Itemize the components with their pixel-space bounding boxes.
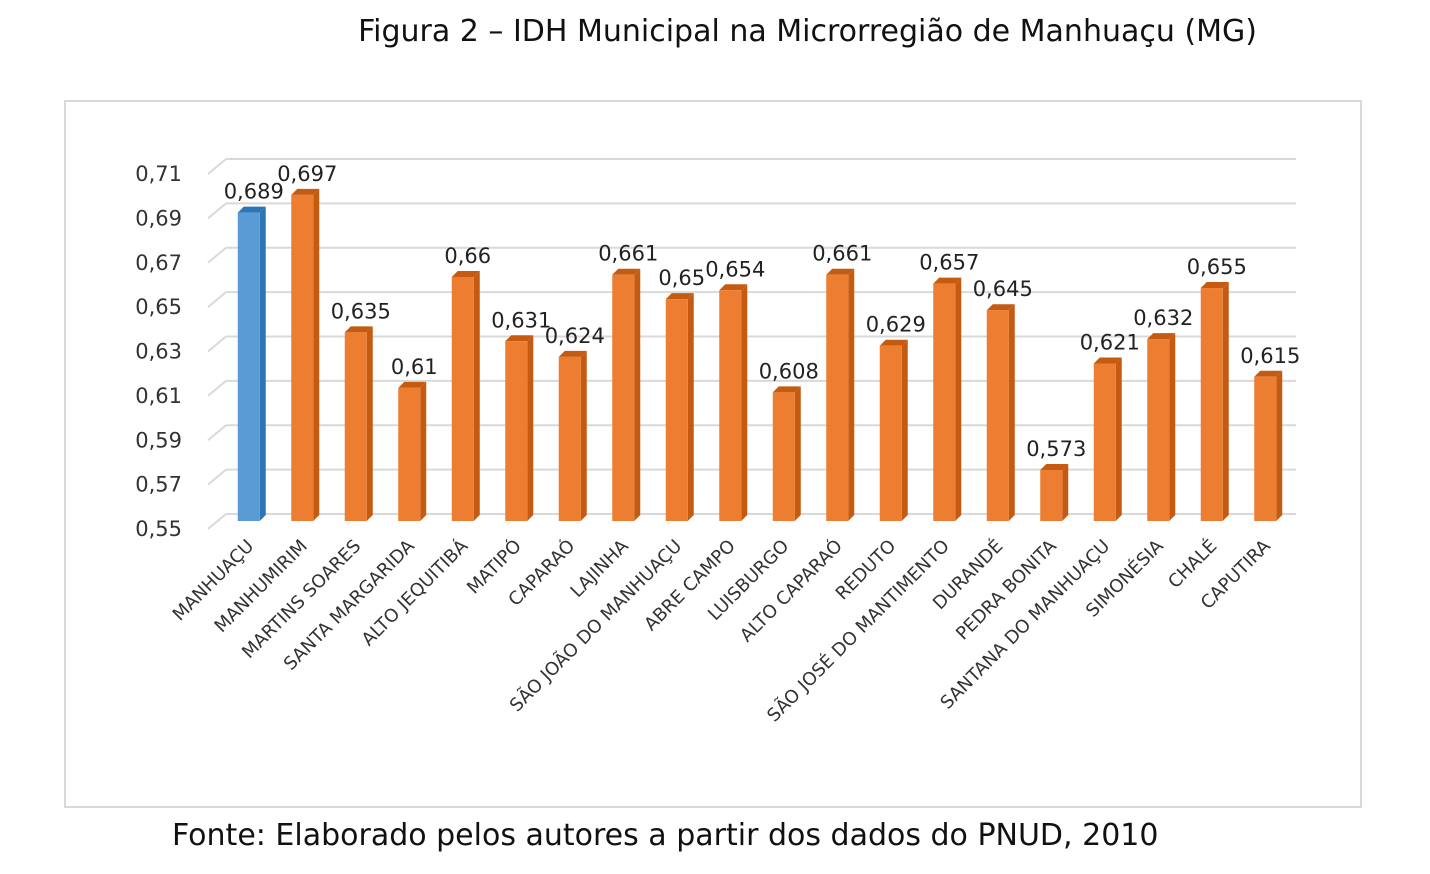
gridline-depth: [208, 203, 226, 218]
bar: [1201, 288, 1223, 521]
gridline-depth: [208, 248, 226, 263]
bar-side: [795, 386, 801, 521]
data-label: 0,608: [759, 359, 819, 383]
data-label: 0,624: [545, 324, 605, 348]
data-label: 0,615: [1240, 344, 1300, 368]
bar-side: [581, 351, 587, 521]
y-tick-label: 0,55: [135, 517, 182, 541]
data-label: 0,661: [598, 242, 658, 266]
bar: [1094, 363, 1116, 521]
y-tick-label: 0,67: [135, 251, 182, 275]
gridline-depth: [208, 514, 226, 529]
bar: [987, 310, 1009, 521]
bar-side: [527, 335, 533, 521]
data-label: 0,635: [331, 299, 391, 323]
data-label: 0,66: [444, 244, 491, 268]
bar-side: [955, 278, 961, 521]
data-label: 0,697: [277, 162, 337, 186]
bar: [1147, 339, 1169, 521]
y-tick-label: 0,65: [135, 295, 182, 319]
data-label: 0,645: [973, 277, 1033, 301]
data-label: 0,573: [1026, 437, 1086, 461]
bar: [559, 357, 581, 521]
bar: [933, 284, 955, 521]
bar-side: [741, 284, 747, 521]
data-label: 0,631: [491, 308, 551, 332]
bar-side: [1009, 304, 1015, 521]
bar: [719, 290, 741, 521]
bar-side: [1276, 371, 1282, 521]
data-label: 0,621: [1080, 330, 1140, 354]
bar-side: [1169, 333, 1175, 521]
y-tick-label: 0,71: [135, 162, 182, 186]
gridline-depth: [208, 292, 226, 307]
bar: [345, 332, 367, 521]
y-tick-label: 0,57: [135, 473, 182, 497]
chart-frame: 0,55 0,57 0,59 0,61 0,63 0,65 0,67 0,69 0,71 0,68…: [64, 100, 1362, 808]
data-label: 0,661: [812, 242, 872, 266]
gridline-depth: [208, 425, 226, 440]
bar: [398, 388, 420, 521]
y-tick-label: 0,61: [135, 384, 182, 408]
bar-side: [902, 340, 908, 521]
bar: [291, 195, 313, 521]
y-tick-label: 0,69: [135, 206, 182, 230]
data-label: 0,629: [866, 313, 926, 337]
bar: [1040, 470, 1062, 521]
data-label: 0,632: [1133, 306, 1193, 330]
bar-side: [420, 382, 426, 521]
data-label: 0,655: [1187, 255, 1247, 279]
bar: [826, 275, 848, 521]
bar: [505, 341, 527, 521]
bar-side: [634, 269, 640, 521]
bar-side: [313, 189, 319, 521]
data-label: 0,61: [391, 355, 438, 379]
gridline-depth: [208, 381, 226, 396]
category-label: MANHUMIRIM: [211, 536, 312, 637]
bar-chart: 0,55 0,57 0,59 0,61 0,63 0,65 0,67 0,69 0,71 0,68…: [66, 102, 1360, 806]
bar-side: [848, 269, 854, 521]
source-note: Fonte: Elaborado pelos autores a partir …: [172, 818, 1158, 853]
bar: [238, 213, 260, 521]
bar: [880, 346, 902, 521]
y-tick-label: 0,63: [135, 340, 182, 364]
gridline-depth: [208, 337, 226, 352]
bar: [773, 392, 795, 521]
bar-side: [1116, 357, 1122, 521]
bar-side: [1223, 282, 1229, 521]
data-label: 0,654: [705, 257, 765, 281]
bar-side: [367, 326, 373, 521]
bar: [666, 299, 688, 521]
gridline-depth: [208, 470, 226, 485]
data-label: 0,689: [224, 180, 284, 204]
bar-side: [474, 271, 480, 521]
bar: [1254, 377, 1276, 521]
chart-title: Figura 2 – IDH Municipal na Microrregião…: [0, 14, 1430, 49]
data-label: 0,657: [919, 251, 979, 275]
bar-side: [688, 293, 694, 521]
bar-side: [1062, 464, 1068, 521]
y-tick-label: 0,59: [135, 428, 182, 452]
bar-side: [260, 207, 266, 521]
bar: [612, 275, 634, 521]
bar: [452, 277, 474, 521]
gridline-depth: [208, 159, 226, 174]
data-label: 0,65: [658, 266, 705, 290]
